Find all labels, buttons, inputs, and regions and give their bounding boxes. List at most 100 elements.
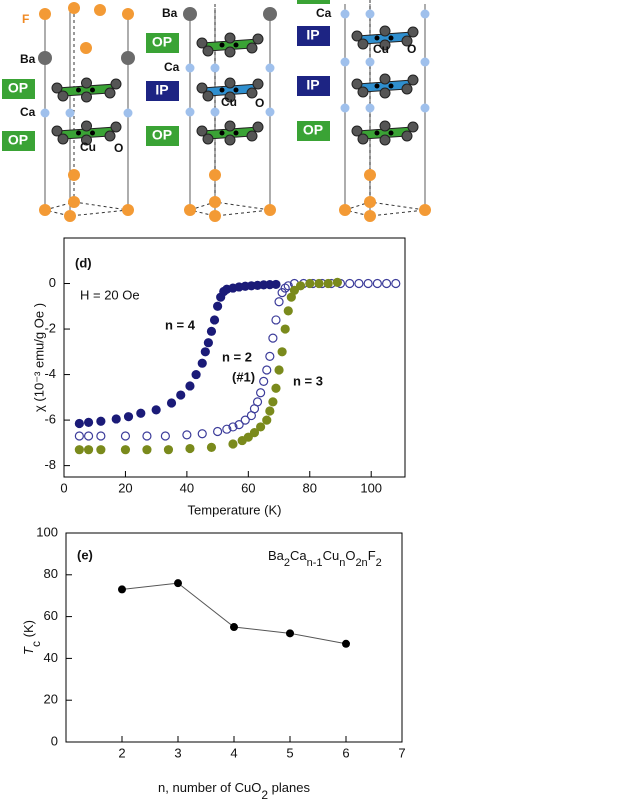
data-point <box>342 639 350 648</box>
atom-label: Ca <box>316 6 332 20</box>
data-point <box>120 445 131 455</box>
atom-label: Ba <box>162 6 178 20</box>
layer-tag: OP <box>152 34 172 50</box>
o-atom <box>407 26 419 38</box>
o-atom <box>104 130 116 142</box>
annotation: H = 20 Oe <box>80 287 140 302</box>
data-point <box>206 326 217 336</box>
data-point <box>142 445 152 455</box>
atom-label: F <box>22 12 29 26</box>
cu-atom <box>388 83 394 89</box>
atom-label: Ca <box>20 105 36 119</box>
atom-label: O <box>114 141 123 155</box>
data-point <box>271 383 281 393</box>
data-line <box>121 582 347 645</box>
f-atom <box>339 204 351 216</box>
o-atom <box>401 130 413 142</box>
ca-atom <box>420 9 430 19</box>
label-part: 2 <box>261 788 268 802</box>
x-axis-label: Temperature (K) <box>188 502 282 517</box>
axis-label: Ba2Can-1CunO2nF2 <box>268 548 382 568</box>
o-atom <box>51 82 63 94</box>
o-atom <box>357 86 369 98</box>
f-atom <box>419 204 431 216</box>
data-point <box>256 422 266 432</box>
layer-tag: OP <box>8 80 28 96</box>
label-part: c <box>29 641 43 647</box>
data-point <box>182 430 192 440</box>
data-point <box>160 431 170 441</box>
data-point <box>230 623 238 632</box>
data-point <box>314 278 324 289</box>
ca-atom <box>265 107 275 117</box>
data-point <box>274 297 284 307</box>
ba-atom <box>263 7 277 21</box>
data-point <box>265 351 275 361</box>
o-atom <box>196 125 208 137</box>
panel-label: (d) <box>75 255 92 270</box>
annotation: (#1) <box>232 369 255 384</box>
y-tick-label: -4 <box>44 366 56 381</box>
data-point <box>200 347 210 357</box>
o-atom <box>196 82 208 94</box>
data-point <box>118 585 126 594</box>
y-axis-label: χ (10⁻³ emu/g Oe ) <box>31 303 46 412</box>
label-part: F <box>368 548 376 563</box>
f-atom <box>364 210 376 222</box>
ba-atom <box>121 51 135 65</box>
data-point <box>271 279 281 290</box>
cu-atom <box>219 87 225 93</box>
f-atom <box>364 196 376 208</box>
y-tick-label: 0 <box>49 275 56 290</box>
data-point <box>295 281 306 291</box>
o-atom <box>379 39 391 51</box>
f-atom <box>64 210 76 222</box>
data-point <box>271 315 281 325</box>
op-tag <box>2 131 35 151</box>
crystal-structures <box>38 0 431 222</box>
y-tick-label: 40 <box>44 650 58 665</box>
o-atom <box>252 78 264 90</box>
o-atom <box>110 78 122 90</box>
f-atom <box>364 169 376 181</box>
ca-atom <box>40 108 50 118</box>
ca-atom <box>265 63 275 73</box>
cell-edge <box>44 201 129 217</box>
o-atom <box>57 133 69 145</box>
o-atom <box>224 32 236 44</box>
cu-atom <box>233 130 239 136</box>
f-atom <box>39 8 51 20</box>
label-part: 2 <box>284 557 290 569</box>
data-point <box>252 397 263 407</box>
y-tick-label: -2 <box>44 320 56 335</box>
annotation: n = 4 <box>165 317 196 332</box>
cu-atom <box>76 87 81 93</box>
label-part: 2 <box>376 557 382 569</box>
ca-atom <box>365 9 375 19</box>
o-atom <box>407 121 419 133</box>
data-point <box>283 306 293 316</box>
label-part: n <box>339 557 345 569</box>
ca-atom <box>420 103 430 113</box>
atom-label: Ca <box>164 60 180 74</box>
ca-atom <box>340 103 350 113</box>
o-atom <box>379 73 391 85</box>
o-atom <box>252 33 264 45</box>
data-point <box>222 424 232 434</box>
cell-edge <box>343 201 426 217</box>
data-point <box>74 445 84 455</box>
o-atom <box>252 121 264 133</box>
data-point <box>240 415 250 425</box>
data-point <box>213 301 223 311</box>
f-atom <box>209 210 221 222</box>
label-part: n, number of CuO <box>158 780 261 795</box>
o-atom <box>81 134 92 146</box>
atom-label: Ba <box>20 52 36 66</box>
o-atom <box>196 37 208 49</box>
data-point <box>123 412 134 422</box>
cu-atom <box>76 130 81 136</box>
atom-label: O <box>407 42 416 56</box>
data-point <box>283 281 293 291</box>
plot-frame <box>65 532 403 743</box>
data-point <box>206 442 217 453</box>
